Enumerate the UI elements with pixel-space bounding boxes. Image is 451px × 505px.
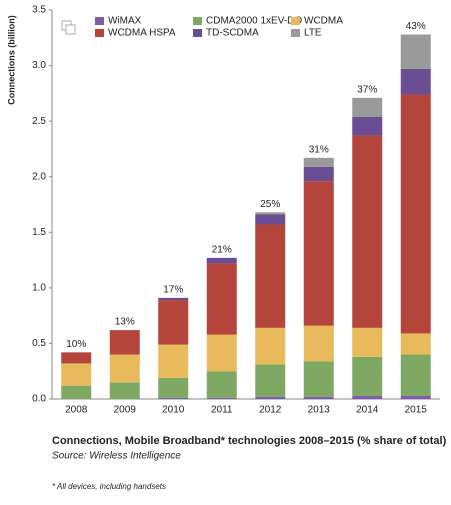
bar-segment xyxy=(206,257,237,264)
legend-swatch xyxy=(291,17,300,25)
chart-title: Connections, Mobile Broadband* technolog… xyxy=(52,435,447,447)
bar-segment xyxy=(400,94,431,334)
bar-segment xyxy=(255,396,286,399)
y-tick-label: 3.5 xyxy=(32,5,46,16)
bar-segment xyxy=(109,382,140,399)
logo-icon xyxy=(61,20,76,35)
bar-segment xyxy=(400,34,431,69)
bar-segment xyxy=(158,344,189,378)
y-tick-label: 3.0 xyxy=(32,60,46,71)
x-tick-label: 2013 xyxy=(308,405,331,416)
legend-swatch xyxy=(193,29,202,37)
bar-segment xyxy=(109,354,140,383)
legend-label: WCDMA xyxy=(304,16,343,27)
legend-label: CDMA2000 1xEV-DO xyxy=(206,16,302,27)
bar-segment xyxy=(255,214,286,225)
bar-segment xyxy=(303,361,334,397)
bar-segment xyxy=(158,377,189,398)
bar-segment xyxy=(206,334,237,372)
y-tick-label: 1.0 xyxy=(32,282,46,293)
bar-segment xyxy=(352,116,383,136)
bar-segment xyxy=(303,181,334,326)
legend-label: LTE xyxy=(304,28,322,39)
share-label: 10% xyxy=(66,339,86,350)
bar-segment xyxy=(303,325,334,362)
x-tick-label: 2015 xyxy=(405,405,428,416)
x-tick-label: 2014 xyxy=(356,405,379,416)
legend-label: WiMAX xyxy=(108,16,142,27)
share-label: 25% xyxy=(260,199,280,210)
legend-swatch xyxy=(193,17,202,25)
bar-segment xyxy=(352,395,383,399)
bar-segment xyxy=(303,396,334,399)
source: Source: Wireless Intelligence xyxy=(52,451,181,462)
legend-swatch xyxy=(95,29,104,37)
bar-segment xyxy=(400,395,431,399)
y-tick-label: 0.0 xyxy=(32,394,46,405)
y-tick-label: 2.0 xyxy=(32,171,46,182)
x-tick-label: 2012 xyxy=(259,405,282,416)
footnote: * All devices, including handsets xyxy=(52,482,166,491)
bar-segment xyxy=(303,166,334,182)
legend-label: WCDMA HSPA xyxy=(108,28,176,39)
bar-segment xyxy=(61,385,92,399)
share-label: 13% xyxy=(115,317,135,328)
bar-segment xyxy=(400,354,431,396)
share-label: 31% xyxy=(309,144,329,155)
bar-segment xyxy=(61,363,92,386)
bar-segment xyxy=(158,297,189,301)
bar-segment xyxy=(206,263,237,335)
bar-segment xyxy=(206,397,237,399)
x-tick-label: 2008 xyxy=(65,405,88,416)
y-tick-label: 1.5 xyxy=(32,227,46,238)
share-label: 17% xyxy=(163,285,183,296)
y-tick-label: 2.5 xyxy=(32,116,46,127)
share-label: 43% xyxy=(406,21,426,32)
bar-segment xyxy=(109,330,140,355)
bar-segment xyxy=(352,97,383,117)
legend-swatch xyxy=(291,29,300,37)
bar-segment xyxy=(158,300,189,345)
x-tick-label: 2011 xyxy=(211,405,233,416)
bar-segment xyxy=(255,224,286,328)
bar-segment xyxy=(255,212,286,215)
legend-label: TD-SCDMA xyxy=(206,28,259,39)
bar-segment xyxy=(255,364,286,397)
y-axis-title: Connections (billion) xyxy=(6,15,16,105)
bar-segment xyxy=(206,371,237,398)
bar-segment xyxy=(352,327,383,357)
bar-segment xyxy=(400,68,431,95)
bar-segment xyxy=(352,135,383,328)
share-label: 21% xyxy=(212,244,232,255)
share-label: 37% xyxy=(357,84,377,95)
x-tick-label: 2010 xyxy=(162,405,185,416)
x-tick-label: 2009 xyxy=(114,405,137,416)
legend-swatch xyxy=(95,17,104,25)
bar-segment xyxy=(303,157,334,167)
bar-segment xyxy=(255,327,286,365)
bar-segment xyxy=(352,356,383,396)
y-tick-label: 0.5 xyxy=(32,338,46,349)
bar-segment xyxy=(400,333,431,355)
bar-segment xyxy=(158,397,189,399)
bar-segment xyxy=(61,352,92,364)
